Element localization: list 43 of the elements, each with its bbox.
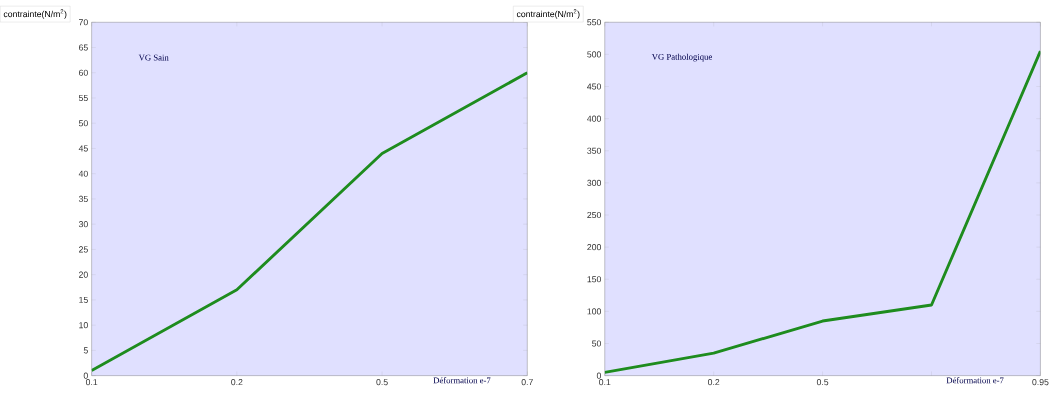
y-tick-label: 50: [78, 120, 88, 127]
x-tick-label: 0.5: [376, 378, 388, 386]
y-tick-label: 550: [587, 19, 602, 26]
x-tick-label: 0.1: [599, 378, 611, 386]
y-tick-label: 25: [79, 246, 88, 253]
x-tick-label: 0.2: [231, 378, 243, 386]
y-tick-label: 200: [587, 243, 602, 251]
y-tick-label: 100: [587, 308, 602, 315]
y-tick-label: 30: [78, 220, 88, 228]
y-tick-label: 150: [587, 276, 602, 283]
x-tick-label: 0.1: [85, 378, 98, 386]
annotation: VG Pathologique: [651, 53, 712, 62]
y-tick-label: 300: [587, 179, 602, 186]
x-tick-label: 0.5: [816, 378, 829, 386]
y-tick-label: 45: [78, 145, 88, 152]
y-tick-label: 35: [78, 195, 88, 202]
y-tick-label: 0: [83, 372, 88, 379]
y-tick-label: 400: [587, 115, 602, 122]
x-tick-label: 0.7: [521, 378, 533, 386]
y-axis-title: contrainte(N/m$^{2}$): [516, 9, 580, 19]
y-tick-label: 60: [79, 69, 88, 76]
line-series: [91, 71, 528, 372]
y-tick-label: 500: [587, 51, 602, 58]
x-tick-label: 0.2: [707, 378, 720, 386]
y-tick-label: 450: [587, 83, 602, 90]
line-series: [604, 49, 1041, 374]
x-axis-title: Déformation e-7: [946, 376, 1004, 384]
y-tick-label: 50: [592, 340, 602, 347]
y-tick-label: 15: [79, 296, 88, 303]
y-tick-label: 70: [79, 19, 88, 26]
x-axis-title: Déformation e-7: [433, 376, 491, 384]
y-tick-label: 5: [83, 347, 88, 354]
y-tick-label: 350: [587, 147, 602, 154]
y-tick-label: 0: [596, 372, 602, 379]
y-tick-label: 65: [79, 44, 88, 51]
y-tick-label: 20: [79, 271, 88, 278]
x-tick-label: 0.95: [1032, 378, 1049, 386]
annotation: VG Sain: [138, 54, 169, 61]
y-axis-title: contrainte(N/m$^{2}$): [3, 9, 67, 19]
y-tick-label: 40: [78, 170, 88, 177]
y-tick-label: 10: [79, 321, 88, 329]
y-tick-label: 250: [587, 211, 602, 218]
y-tick-label: 55: [78, 94, 88, 101]
